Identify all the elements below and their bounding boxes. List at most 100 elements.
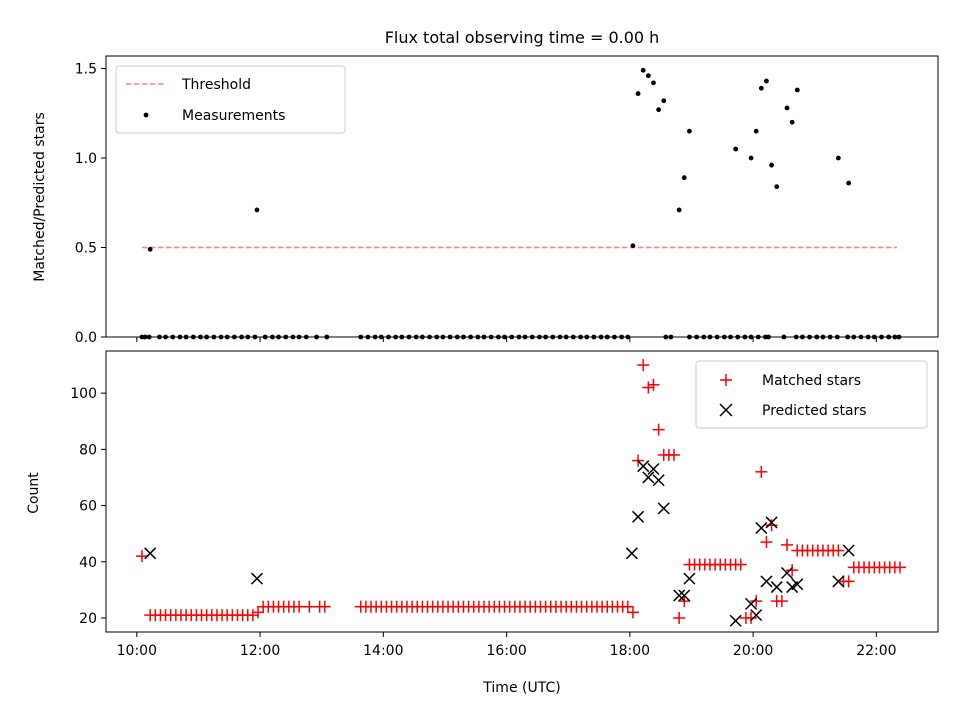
- measurement-point: [630, 243, 636, 249]
- y-tick-label: 100: [70, 386, 97, 402]
- y-tick-label: 40: [79, 555, 97, 571]
- measurement-point: [147, 246, 153, 252]
- predicted-star-point: [780, 566, 794, 580]
- predicted-star-point: [683, 572, 696, 585]
- matched-star-point: [893, 561, 906, 574]
- y-tick-label: 0.5: [75, 241, 97, 257]
- predicted-star-point: [673, 589, 686, 602]
- bottom-panel-axes: 10:00 12:00 14:00 16:00 18:00 20:00 22:00 20 40 6…: [70, 386, 896, 659]
- measurement-point: [687, 128, 692, 134]
- matched-star-point: [293, 600, 306, 613]
- measurement-point: [748, 155, 754, 161]
- matched-star-point: [647, 378, 660, 391]
- y-tick-label: 80: [79, 442, 97, 458]
- top-panel-frame: [105, 55, 939, 338]
- x-tick-label: 18:00: [610, 643, 650, 659]
- y-tick-label: 0.0: [75, 330, 97, 346]
- matched-star-point: [832, 544, 845, 557]
- matched-star-point: [652, 423, 665, 436]
- predicted-star-point: [250, 572, 264, 585]
- legend-predicted-label: Predicted stars: [762, 403, 867, 419]
- measurement-point: [635, 91, 641, 96]
- x-b: [673, 589, 686, 602]
- measurement-point: [789, 119, 795, 125]
- x-b: [780, 566, 794, 580]
- bottom-panel-legend: Matched stars Predicted stars: [695, 360, 928, 429]
- predicted-star-point: [637, 460, 650, 473]
- matched-star-point: [775, 595, 788, 608]
- legend-matched-swatch: [720, 374, 732, 386]
- top-panel-title: Flux total observing time = 0.00 h: [385, 28, 660, 47]
- measurement-point: [784, 105, 790, 111]
- bottom-panel-xlabel: Time (UTC): [482, 680, 560, 696]
- x-b: [657, 502, 670, 515]
- measurement-point: [835, 155, 841, 161]
- measurement-point: [645, 73, 651, 79]
- legend-measurements-swatch: [143, 112, 149, 118]
- predicted-star-point: [729, 614, 742, 627]
- matched-star-point: [637, 359, 650, 372]
- x-b: [144, 547, 157, 560]
- measurement-point: [681, 175, 687, 181]
- bottom-panel: 10:00 12:00 14:00 16:00 18:00 20:00 22:00 20 40 6…: [26, 350, 939, 696]
- matched-star-point: [621, 600, 634, 613]
- matched-star-point: [318, 600, 331, 613]
- predicted-star-point: [745, 597, 758, 610]
- measurement-point: [753, 128, 759, 134]
- top-panel-axes: 0.0 0.5 1.0 1.5: [75, 62, 877, 346]
- measurement-point: [846, 180, 852, 186]
- predicted-star-point: [657, 502, 670, 515]
- matched-star-point: [745, 611, 758, 624]
- top-panel-ylabel: Matched/Predicted stars: [32, 112, 48, 282]
- matched-star-point: [765, 519, 778, 532]
- matched-star-point: [642, 381, 655, 394]
- legend-box: [695, 360, 928, 429]
- x-tick-label: 22:00: [856, 643, 896, 659]
- matched-star-point: [786, 564, 799, 577]
- x-b: [745, 597, 758, 610]
- top-panel-legend: Threshold Measurements: [115, 65, 346, 134]
- x-b: [832, 575, 845, 588]
- x-b: [760, 575, 773, 588]
- bottom-panel-frame: [105, 350, 939, 633]
- matched-star-point: [303, 600, 316, 613]
- x-b: [632, 510, 645, 523]
- legend-threshold-label: Threshold: [181, 77, 251, 93]
- predicted-star-point: [144, 547, 157, 560]
- bottom-panel-ylabel: Count: [26, 472, 42, 514]
- matched-star-point: [252, 606, 265, 619]
- predicted-star-point: [642, 471, 655, 484]
- x-b: [683, 572, 696, 585]
- x-tick-label: 10:00: [117, 643, 157, 659]
- matched-star-point: [668, 448, 681, 461]
- y-tick-label: 1.0: [75, 151, 97, 167]
- x-b: [642, 471, 655, 484]
- predicted-star-point: [791, 578, 804, 591]
- x-tick-label: 16:00: [486, 643, 526, 659]
- legend-box: [115, 65, 346, 134]
- matched-star-point: [246, 609, 259, 622]
- matched-star-point: [750, 595, 763, 608]
- predicted-star-point: [678, 589, 691, 602]
- matched-star-point: [734, 558, 747, 571]
- predicted-star-point: [765, 516, 778, 529]
- y-tick-label: 60: [79, 499, 97, 515]
- predicted-star-point: [647, 462, 660, 476]
- measurement-point: [651, 80, 656, 86]
- x-tick-label: 14:00: [363, 643, 403, 659]
- predicted-star-point: [632, 510, 645, 523]
- x-b: [755, 521, 768, 535]
- measurement-point: [656, 107, 662, 113]
- measurement-point: [774, 184, 780, 190]
- predicted-star-point: [832, 575, 845, 588]
- matched-star-point: [135, 550, 148, 563]
- x-b: [770, 581, 783, 594]
- matched-star-point: [673, 611, 686, 624]
- matched-star-point: [781, 538, 794, 551]
- x-tick-label: 20:00: [733, 643, 773, 659]
- y-tick-label: 20: [79, 611, 97, 627]
- matched-star-point: [842, 575, 855, 588]
- x-b: [625, 547, 638, 560]
- x-b: [678, 589, 691, 602]
